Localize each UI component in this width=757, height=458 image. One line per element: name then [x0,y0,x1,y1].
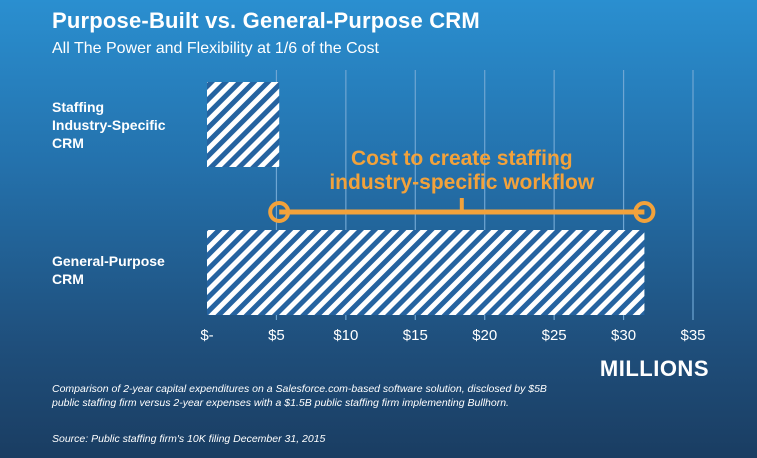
source-note: Source: Public staffing firm's 10K filin… [52,433,326,445]
bar-2 [207,230,645,315]
chart-subtitle: All The Power and Flexibility at 1/6 of … [52,40,379,57]
annotation-label: Cost to create staffing industry-specific… [329,147,595,194]
x-tick-label: $15 [403,327,428,344]
bars [207,82,645,315]
bar-1 [207,82,280,167]
x-tick-label: $- [200,327,213,344]
category-labels: Staffing Industry-Specific CRM General-Purp… [52,99,166,287]
x-tick-label: $35 [680,327,705,344]
x-tick-labels: $- $5 $10 $15 $20 $25 $30 $35 [200,327,705,344]
category-label-2: General-Purpose CRM [52,253,165,287]
annotation-start-marker [268,201,291,223]
x-axis-label: MILLIONS [599,356,709,381]
annotation-end-marker [633,201,656,223]
cost-annotation: Cost to create staffing industry-specific… [268,147,656,223]
footnote: Comparison of 2-year capital expenditure… [52,383,547,409]
category-label-1: Staffing Industry-Specific CRM [52,99,166,151]
x-tick-label: $30 [611,327,636,344]
x-tick-label: $25 [542,327,567,344]
x-tick-label: $5 [268,327,285,344]
x-tick-label: $20 [472,327,497,344]
chart-title: Purpose-Built vs. General-Purpose CRM [52,8,480,33]
x-tick-label: $10 [333,327,358,344]
